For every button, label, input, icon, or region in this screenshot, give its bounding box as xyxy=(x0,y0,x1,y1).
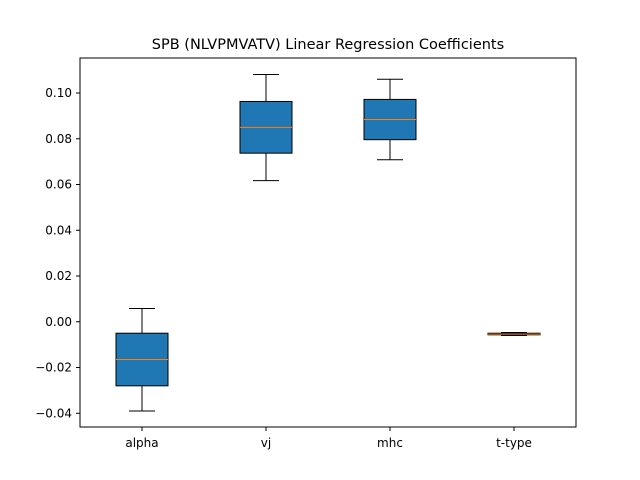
y-tick-label: −0.02 xyxy=(35,361,72,375)
x-tick-label: mhc xyxy=(377,436,403,450)
chart-title: SPB (NLVPMVATV) Linear Regression Coeffi… xyxy=(152,37,504,53)
y-tick-label: 0.06 xyxy=(45,178,72,192)
box-group-vj xyxy=(239,73,293,182)
box-group-alpha xyxy=(115,307,169,412)
y-tick-label: 0.10 xyxy=(45,86,72,100)
ticks-layer: alpha vj mhc t-type −0.04 −0.02 0.00 0.02 0.04 0.… xyxy=(35,86,532,450)
y-tick-label: 0.04 xyxy=(45,223,72,237)
x-tick-label: vj xyxy=(261,436,271,450)
y-tick-label: 0.00 xyxy=(45,315,72,329)
box-group-t-type xyxy=(487,332,541,336)
boxes-layer xyxy=(115,73,541,412)
x-tick-label: t-type xyxy=(496,436,532,450)
x-tick-label: alpha xyxy=(125,436,158,450)
plot-frame xyxy=(79,57,577,428)
box-group-mhc xyxy=(363,78,417,161)
y-tick-label: 0.08 xyxy=(45,132,72,146)
y-tick-label: −0.04 xyxy=(35,406,72,420)
y-tick-label: 0.02 xyxy=(45,269,72,283)
